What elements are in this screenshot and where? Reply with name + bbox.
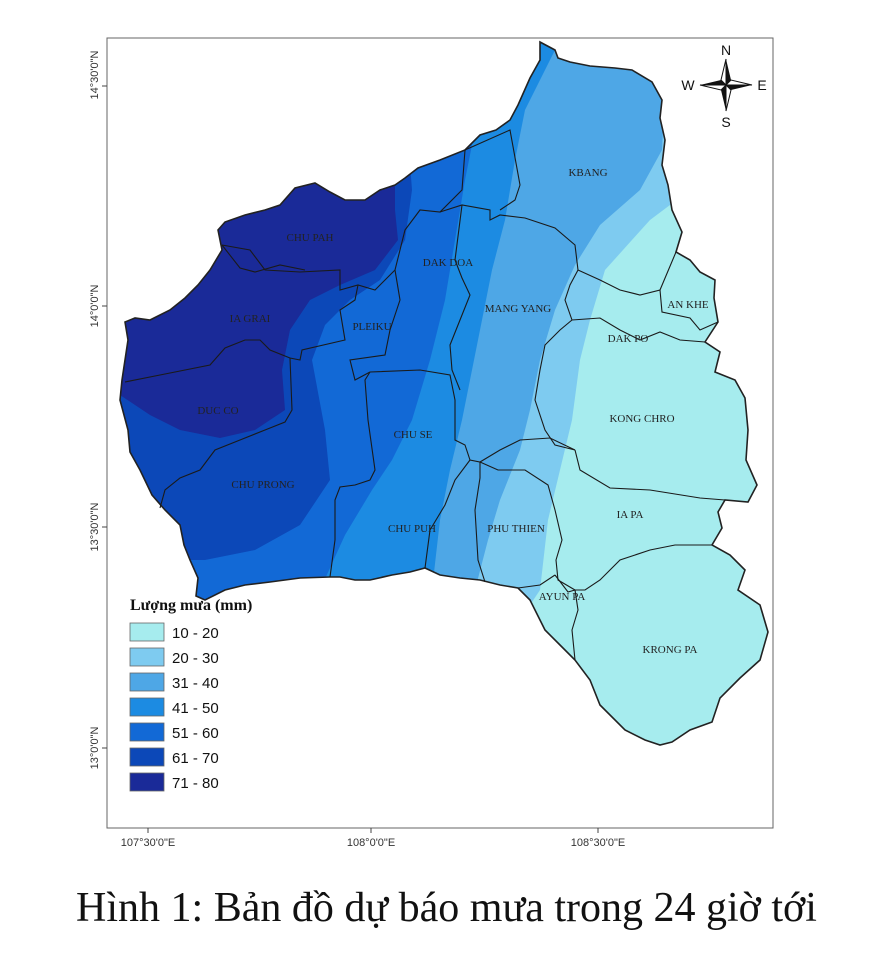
compass-south: S xyxy=(721,114,730,130)
district-label-chu-se: CHU SE xyxy=(394,429,433,441)
legend-swatch xyxy=(129,747,165,767)
lon-label-108-00: 108°0'0"E xyxy=(347,837,395,849)
lat-label-14-00: 14°0'0"N xyxy=(89,285,101,328)
district-label-dak-doa: DAK DOA xyxy=(423,257,473,269)
district-label-chu-pah: CHU PAH xyxy=(287,232,334,244)
lat-labels: 14°30'0"N 14°0'0"N 13°30'0"N 13°0'0"N xyxy=(89,50,101,769)
legend-swatch xyxy=(129,647,165,667)
lon-label-107-30: 107°30'0"E xyxy=(121,837,175,849)
legend-swatch xyxy=(129,722,165,742)
compass-west: W xyxy=(681,77,695,93)
tick-marks xyxy=(102,85,599,833)
lat-label-14-30: 14°30'0"N xyxy=(89,50,101,99)
district-label-chu-prong: CHU PRONG xyxy=(231,479,294,491)
compass-rose-icon: N S E W xyxy=(681,42,766,130)
figure-caption: Hình 1: Bản đồ dự báo mưa trong 24 giờ t… xyxy=(76,885,817,931)
legend-items: 10 - 20 20 - 30 31 - 40 41 - 50 51 - 60 61 - … xyxy=(129,622,219,792)
legend-label: 71 - 80 xyxy=(172,775,219,792)
lat-label-13-00: 13°0'0"N xyxy=(89,727,101,770)
legend: Lượng mưa (mm) 10 - 20 20 - 30 31 - 40 41 -… xyxy=(129,597,252,792)
district-label-duc-co: DUC CO xyxy=(197,405,238,417)
legend-label: 41 - 50 xyxy=(172,700,219,717)
district-label-mang-yang: MANG YANG xyxy=(485,303,552,315)
district-label-krong-pa: KRONG PA xyxy=(643,644,698,656)
legend-swatch xyxy=(129,622,165,642)
district-label-pleiku: PLEIKU xyxy=(352,321,391,333)
legend-swatch xyxy=(129,672,165,692)
district-label-ia-grai: IA GRAI xyxy=(230,313,271,325)
district-boundaries xyxy=(124,129,726,661)
district-label-an-khe: AN KHE xyxy=(667,299,709,311)
lon-labels: 107°30'0"E 108°0'0"E 108°30'0"E xyxy=(121,837,625,849)
compass-east: E xyxy=(757,77,766,93)
legend-label: 31 - 40 xyxy=(172,675,219,692)
district-label-kong-chro: KONG CHRO xyxy=(609,413,674,425)
legend-label: 10 - 20 xyxy=(172,625,219,642)
legend-label: 61 - 70 xyxy=(172,750,219,767)
legend-label: 51 - 60 xyxy=(172,725,219,742)
legend-label: 20 - 30 xyxy=(172,650,219,667)
district-label-phu-thien: PHU THIEN xyxy=(487,523,545,535)
district-label-ia-pa: IA PA xyxy=(617,509,644,521)
district-label-dak-po: DAK PO xyxy=(608,333,649,345)
compass-north: N xyxy=(721,42,731,58)
district-label-ayun-pa: AYUN PA xyxy=(539,591,586,603)
lon-label-108-30: 108°30'0"E xyxy=(571,837,625,849)
legend-title: Lượng mưa (mm) xyxy=(130,597,252,614)
legend-swatch xyxy=(129,772,165,792)
district-label-kbang: KBANG xyxy=(568,167,607,179)
district-labels: KBANG CHU PAH DAK DOA IA GRAI PLEIKU MAN… xyxy=(197,167,709,656)
legend-swatch xyxy=(129,697,165,717)
lat-label-13-30: 13°30'0"N xyxy=(89,502,101,551)
district-label-chu-puh: CHU PUH xyxy=(388,523,436,535)
